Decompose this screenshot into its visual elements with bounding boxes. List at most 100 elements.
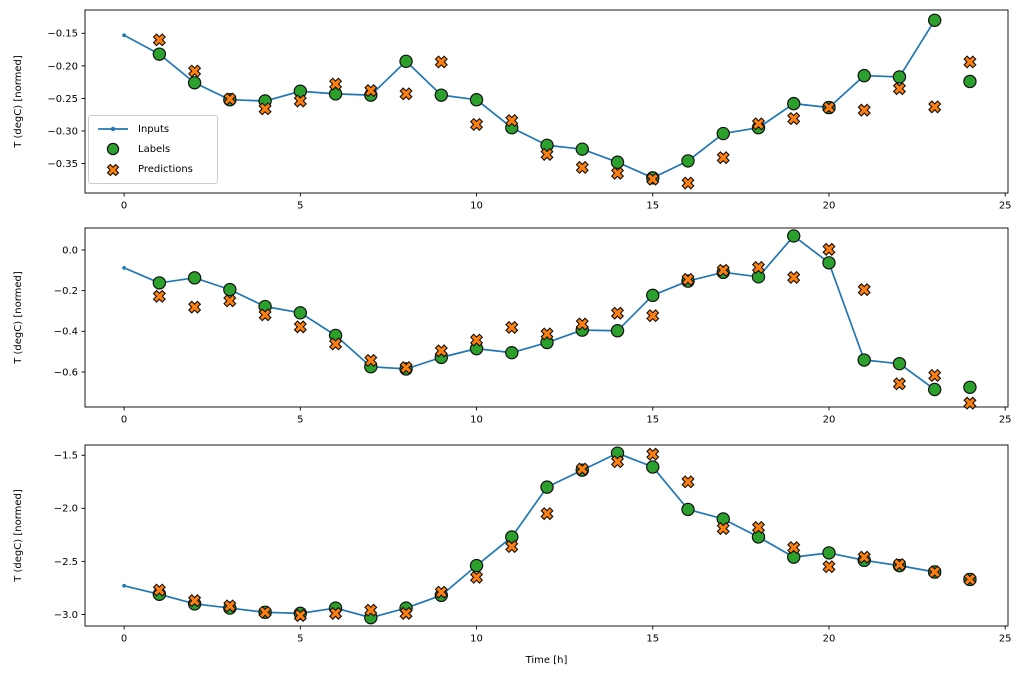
predictions-marker xyxy=(716,521,730,536)
predictions-marker xyxy=(928,100,942,114)
predictions-marker xyxy=(540,327,554,341)
labels-marker xyxy=(681,502,695,517)
legend-item-predictions: Predictions xyxy=(96,163,210,177)
labels-marker xyxy=(505,345,519,360)
labels-marker xyxy=(646,288,660,303)
labels-marker xyxy=(469,558,484,573)
predictions-marker xyxy=(892,82,907,96)
y-tick-label: −0.2 xyxy=(54,286,78,297)
predictions-marker xyxy=(751,520,766,535)
predictions-x-icon xyxy=(96,163,130,177)
x-tick-label: 25 xyxy=(999,201,1012,212)
predictions-marker xyxy=(399,606,413,620)
predictions-marker xyxy=(892,377,907,391)
predictions-marker xyxy=(716,151,730,165)
y-tick-label: −2.0 xyxy=(54,504,78,515)
predictions-marker xyxy=(152,583,166,597)
labels-marker xyxy=(610,324,625,338)
predictions-marker xyxy=(364,353,378,367)
predictions-marker xyxy=(188,594,202,608)
predictions-marker xyxy=(681,475,695,489)
predictions-marker xyxy=(293,608,307,623)
predictions-marker xyxy=(188,300,202,314)
labels-marker xyxy=(434,88,449,102)
predictions-marker xyxy=(857,550,871,564)
x-tick-label: 10 xyxy=(470,634,483,645)
predictions-marker xyxy=(822,560,836,574)
x-tick-label: 10 xyxy=(470,201,483,212)
subplot-2: 0 5 10 15 20 25 0.0 −0.2 −0.4 −0.6 T (degC) [norme… xyxy=(13,227,1012,426)
labels-marker xyxy=(681,154,695,168)
predictions-marker xyxy=(646,309,660,323)
predictions-marker xyxy=(329,606,343,620)
predictions-marker xyxy=(575,462,589,476)
predictions-marker xyxy=(787,270,801,285)
legend: Inputs Labels Predictions xyxy=(88,115,218,184)
predictions-marker xyxy=(258,605,272,619)
x-tick-label: 5 xyxy=(297,634,303,645)
inputs-marker xyxy=(122,33,127,38)
predictions-marker xyxy=(963,396,977,410)
labels-marker xyxy=(857,353,871,367)
predictions-marker xyxy=(681,176,695,190)
labels-marker xyxy=(963,74,977,89)
x-tick-label: 15 xyxy=(646,634,659,645)
predictions-marker xyxy=(575,317,589,331)
x-tick-label: 0 xyxy=(121,415,127,426)
predictions-marker xyxy=(505,320,519,335)
y-tick-label: −3.0 xyxy=(54,610,78,621)
predictions-marker xyxy=(399,360,413,375)
labels-marker xyxy=(857,68,871,83)
y-tick-label: −0.30 xyxy=(47,126,78,137)
predictions-marker xyxy=(188,64,202,78)
predictions-marker xyxy=(329,337,343,351)
labels-marker xyxy=(540,480,554,494)
labels-marker xyxy=(293,306,308,320)
predictions-marker xyxy=(152,33,166,47)
subplot-3: 0 5 10 15 20 25 −1.5 −2.0 −2.5 −3.0 T (degC) [norm… xyxy=(13,444,1012,666)
labels-marker xyxy=(469,93,484,107)
x-axis-label: Time [h] xyxy=(525,655,568,666)
x-tick-label: 5 xyxy=(297,415,303,426)
y-tick-label: −1.5 xyxy=(54,451,78,462)
predictions-marker xyxy=(822,100,836,115)
labels-marker xyxy=(646,460,660,474)
legend-label-predictions: Predictions xyxy=(138,164,193,176)
labels-marker xyxy=(787,96,801,111)
labels-marker xyxy=(187,76,202,90)
labels-marker xyxy=(822,546,836,560)
predictions-marker xyxy=(716,263,730,277)
y-tick-label: −0.15 xyxy=(47,29,78,40)
labels-marker xyxy=(822,256,836,270)
x-tick-label: 25 xyxy=(999,634,1012,645)
predictions-marker xyxy=(505,113,519,128)
labels-marker xyxy=(187,271,202,285)
predictions-marker xyxy=(258,102,272,116)
legend-label-inputs: Inputs xyxy=(138,123,170,135)
predictions-marker xyxy=(364,603,378,617)
predictions-marker xyxy=(364,84,378,98)
y-tick-label: −0.20 xyxy=(47,61,78,72)
x-tick-label: 10 xyxy=(470,415,483,426)
labels-marker xyxy=(223,282,237,297)
y-tick-label: −2.5 xyxy=(54,557,78,568)
y-axis-label: T (degC) [normed] xyxy=(13,489,24,583)
labels-marker xyxy=(927,382,942,397)
labels-marker xyxy=(787,229,801,243)
x-tick-label: 15 xyxy=(646,201,659,212)
x-tick-label: 0 xyxy=(121,201,127,212)
y-tick-label: −0.35 xyxy=(47,159,78,170)
labels-circle-icon xyxy=(96,142,130,156)
predictions-marker xyxy=(681,272,695,287)
labels-marker xyxy=(963,380,977,394)
predictions-marker xyxy=(751,260,766,275)
predictions-marker xyxy=(223,599,237,613)
labels-marker xyxy=(892,356,907,371)
labels-marker xyxy=(787,550,801,564)
predictions-marker xyxy=(610,166,625,180)
labels-marker xyxy=(575,142,589,156)
labels-marker xyxy=(927,13,942,27)
predictions-marker xyxy=(258,308,272,322)
predictions-marker xyxy=(329,77,343,91)
